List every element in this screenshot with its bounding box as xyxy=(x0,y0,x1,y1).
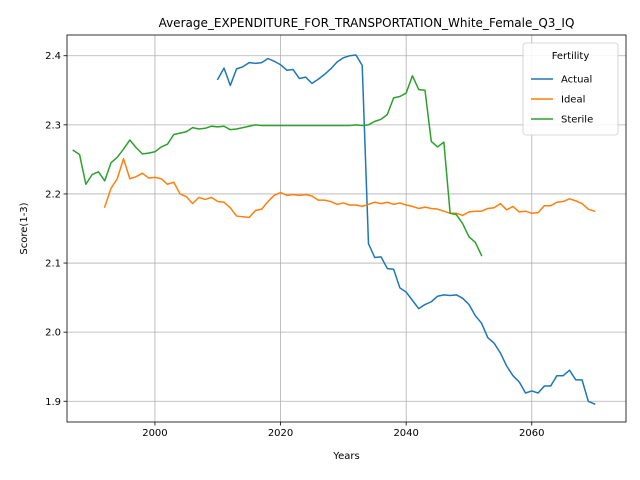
legend: Fertility Actual Ideal Sterile xyxy=(522,42,619,136)
legend-label-sterile: Sterile xyxy=(561,115,593,126)
y-tick-label: 2.1 xyxy=(45,259,61,270)
y-tick-label: 1.9 xyxy=(45,397,61,408)
y-tick-label: 2.3 xyxy=(45,120,61,131)
plot-frame xyxy=(66,34,627,423)
ticks: 2000 2020 2040 2060 1.9 2.0 2.1 2.2 2.3 2.4 xyxy=(45,51,544,439)
x-tick-label: 2040 xyxy=(393,428,418,439)
legend-title: Fertility xyxy=(552,51,590,62)
chart-title: Average_EXPENDITURE_FOR_TRANSPORTATION_W… xyxy=(159,16,575,30)
y-tick-label: 2.2 xyxy=(45,189,61,200)
series-line-sterile xyxy=(72,75,483,257)
x-axis-label: Years xyxy=(332,451,359,462)
x-tick-label: 2060 xyxy=(519,428,544,439)
x-tick-label: 2000 xyxy=(142,428,167,439)
y-tick-label: 2.4 xyxy=(45,51,61,62)
legend-items: Actual Ideal Sterile xyxy=(531,75,593,126)
legend-box xyxy=(522,42,619,136)
legend-label-ideal: Ideal xyxy=(561,95,585,106)
series-line-actual xyxy=(216,54,596,406)
series-line-ideal xyxy=(103,157,596,219)
legend-label-actual: Actual xyxy=(561,75,592,86)
series-group xyxy=(72,54,596,406)
x-tick-label: 2020 xyxy=(268,428,293,439)
y-tick-label: 2.0 xyxy=(45,328,61,339)
y-axis-label: Score(1-3) xyxy=(19,202,30,254)
